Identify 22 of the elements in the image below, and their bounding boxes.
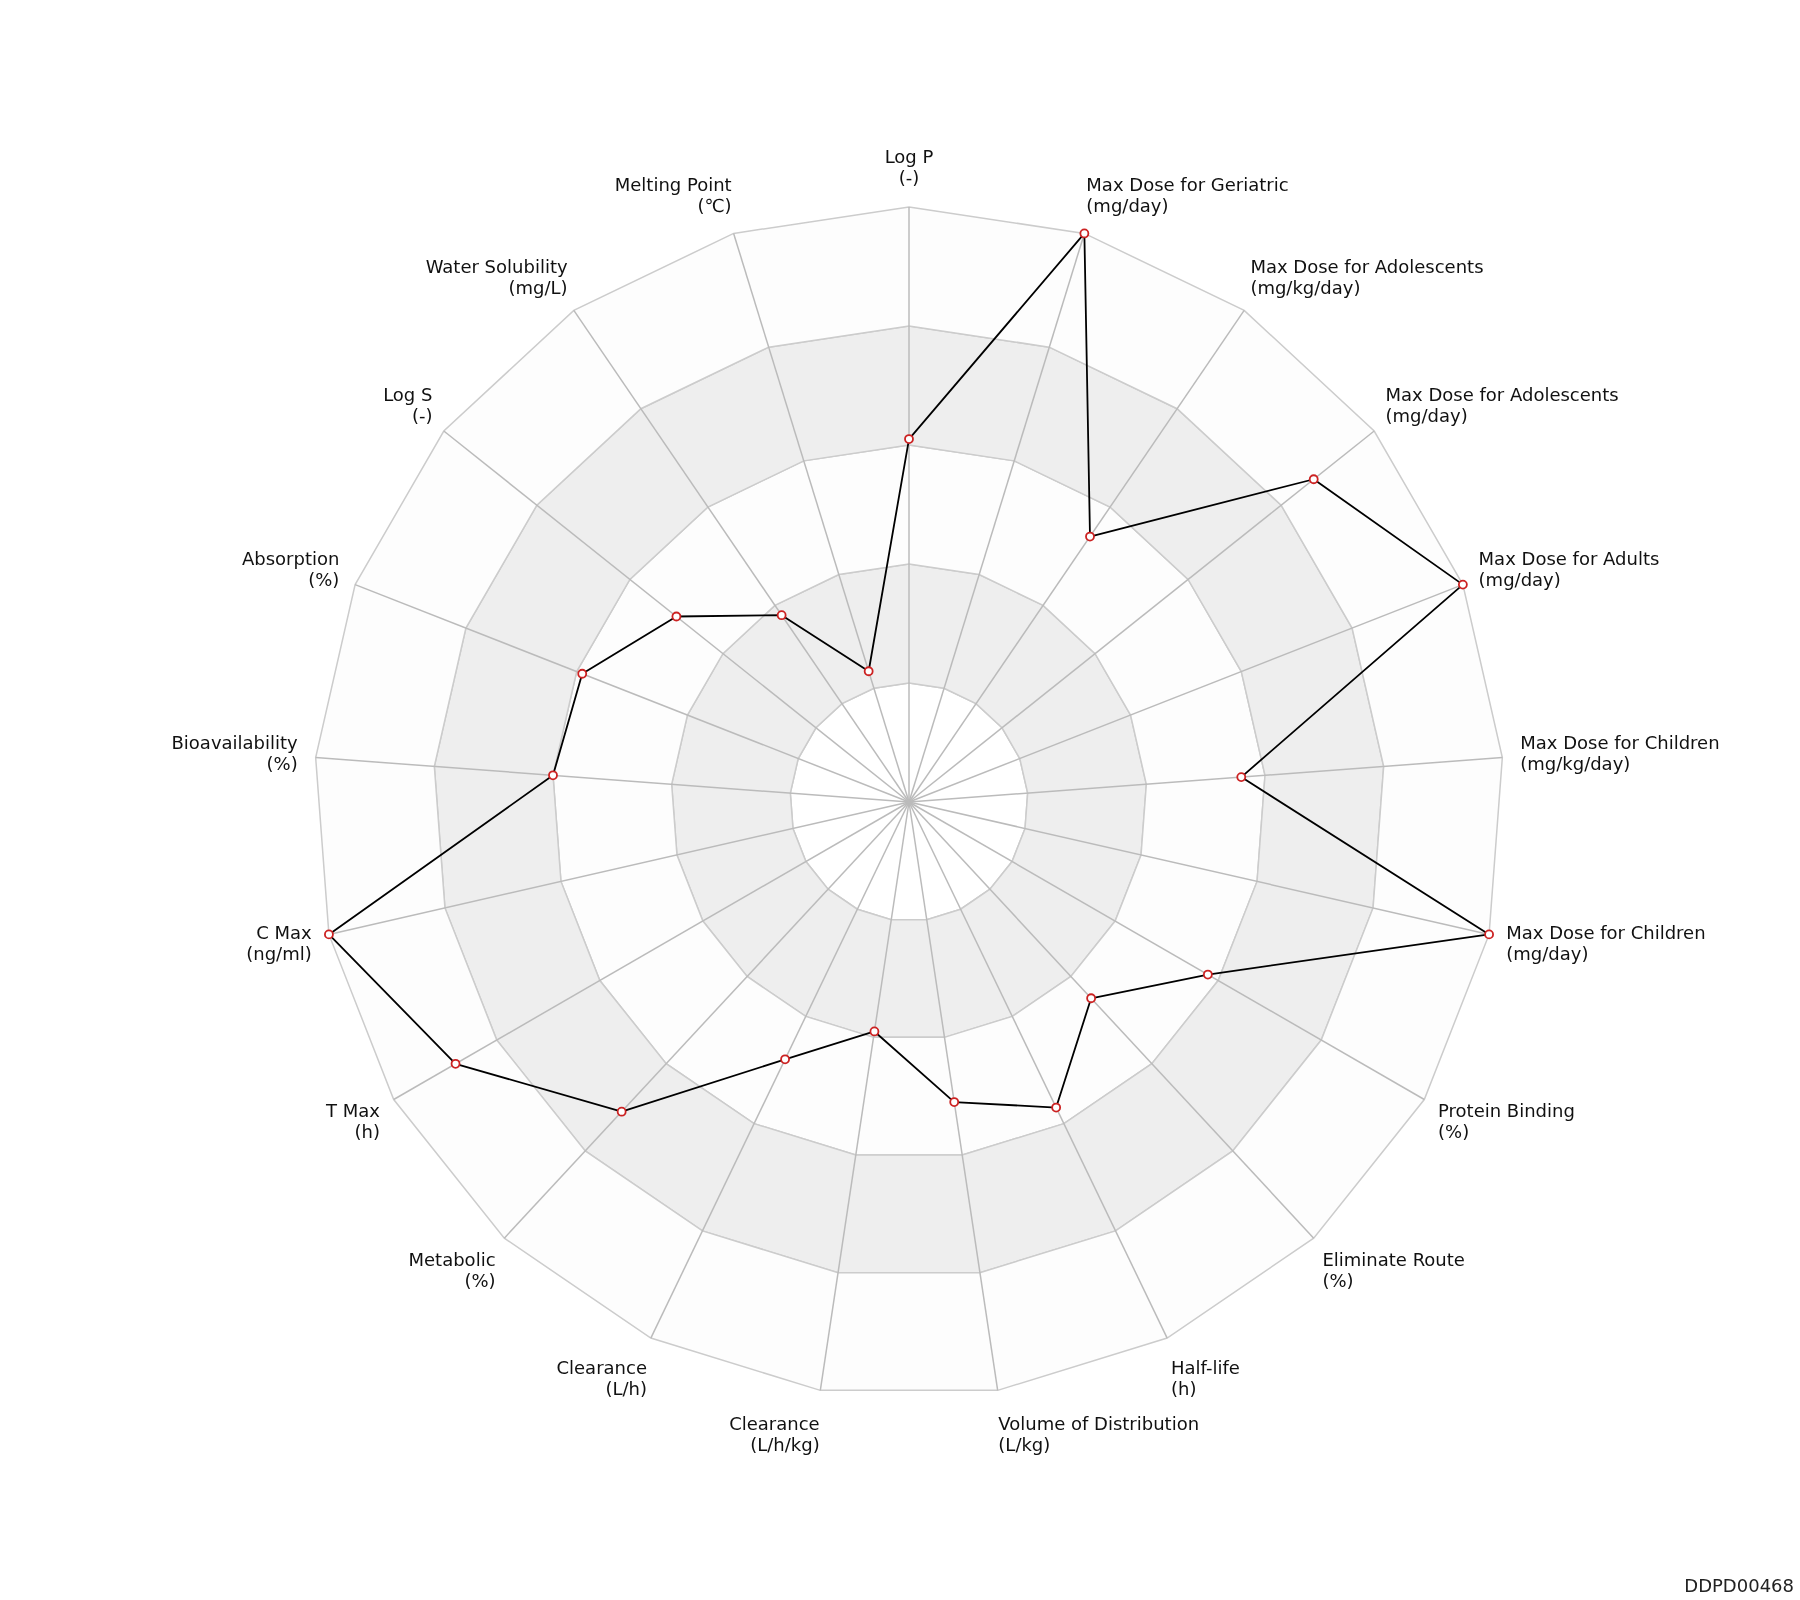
spoke-label: Log P (-) [884, 146, 934, 188]
spoke-label: Protein Binding (%) [1438, 1099, 1575, 1142]
spoke-label: Max Dose for Children (mg/day) [1506, 921, 1706, 964]
spoke-label: C Max (ng/ml) [246, 921, 313, 964]
spoke-label: Max Dose for Adults (mg/day) [1478, 547, 1660, 590]
spoke-label: Max Dose for Geriatric (mg/day) [1086, 174, 1289, 217]
spoke-label: Clearance (L/h) [556, 1356, 647, 1399]
spoke-label: Max Dose for Adolescents (mg/kg/day) [1250, 255, 1484, 298]
spoke-label: Eliminate Route (%) [1322, 1248, 1465, 1291]
spoke-label: Bioavailability (%) [171, 731, 299, 774]
spoke-label: Volume of Distribution (L/kg) [998, 1412, 1200, 1455]
spoke-label: Half-life (h) [1171, 1356, 1240, 1399]
spoke-label: Water Solubility (mg/L) [425, 255, 568, 298]
spoke-label: Max Dose for Children (mg/kg/day) [1520, 731, 1720, 774]
spoke-label: Metabolic (%) [408, 1248, 496, 1291]
spoke-label: T Max (h) [325, 1099, 381, 1142]
text: DDPD00468 [1684, 1575, 1794, 1596]
spoke-label: Clearance (L/h/kg) [729, 1412, 820, 1455]
spoke-label: Melting Point (℃) [614, 174, 732, 217]
spoke-label: Max Dose for Adolescents (mg/day) [1385, 384, 1619, 427]
spoke-label: Log S (-) [383, 384, 433, 427]
spoke-label: Absorption (%) [241, 547, 340, 590]
